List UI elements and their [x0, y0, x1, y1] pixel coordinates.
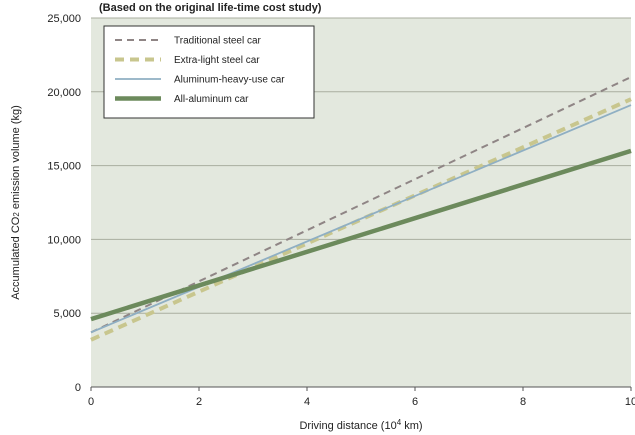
- x-tick-label-3: 6: [412, 396, 418, 408]
- legend-box: [103, 25, 315, 119]
- x-tick-label-5: 10: [625, 396, 635, 408]
- y-axis-label: Accumulated CO2 emission volume (kg): [10, 105, 22, 300]
- y-tick-label-4: 20,000: [47, 87, 81, 99]
- x-axis-ticks: 0 2 4 6 8 10: [88, 387, 635, 408]
- x-axis-label-tail: km): [401, 420, 422, 432]
- series-line-2: [90, 97, 632, 342]
- y-tick-label-0: 0: [75, 382, 81, 394]
- legend-label-1: Traditional steel car: [174, 36, 262, 47]
- series-line-3: [90, 104, 632, 334]
- y-tick-label-1: 5,000: [53, 308, 81, 320]
- x-axis-label-main: Driving distance (10: [299, 420, 396, 432]
- y-tick-label-2: 10,000: [47, 234, 81, 246]
- x-axis-label-sup: 4: [397, 418, 402, 427]
- series-line-4: [90, 148, 632, 322]
- y-tick-label-5: 25,000: [47, 13, 81, 25]
- legend-label-2: Extra-light steel car: [174, 55, 260, 66]
- x-axis-label: Driving distance (104 km): [299, 418, 422, 432]
- legend-items: Traditional steel car Extra-light steel c…: [115, 36, 285, 105]
- legend: Traditional steel car Extra-light steel c…: [103, 25, 315, 119]
- x-tick-label-1: 2: [196, 396, 202, 408]
- y-axis-ticks: 0 5,000 10,000 15,000 20,000 25,000: [47, 13, 81, 394]
- legend-label-3: Aluminum-heavy-use car: [174, 75, 285, 86]
- y-axis-label-sub: 2: [12, 212, 21, 217]
- x-tick-label-2: 4: [304, 396, 310, 408]
- chart-title: (Based on the original life-time cost st…: [99, 2, 322, 14]
- x-tick-label-4: 8: [520, 396, 526, 408]
- y-axis-label-tail: emission volume (kg): [10, 105, 22, 212]
- series-lines: [90, 76, 632, 342]
- x-tick-label-0: 0: [88, 396, 94, 408]
- y-axis-label-main: Accumulated CO: [10, 216, 22, 300]
- legend-label-4: All-aluminum car: [174, 94, 249, 105]
- y-tick-label-3: 15,000: [47, 161, 81, 173]
